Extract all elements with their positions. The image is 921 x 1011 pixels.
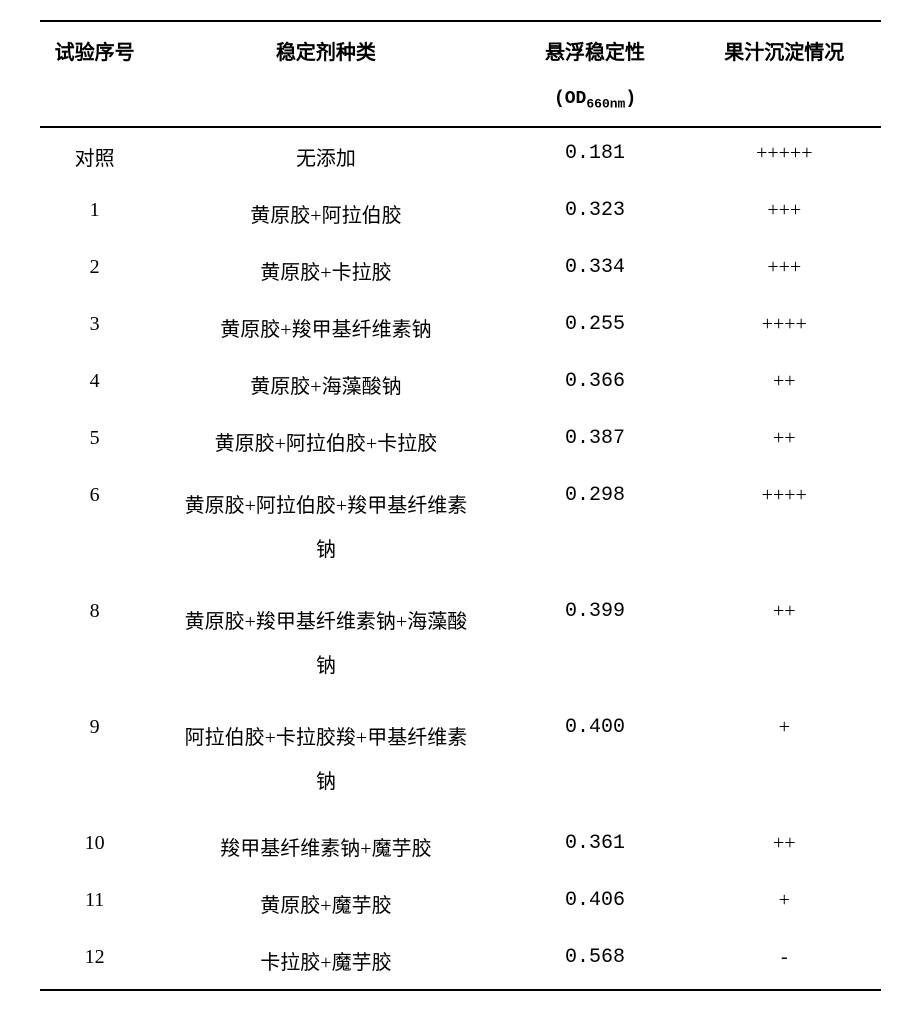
table-row: 11黄原胶+魔芋胶0.406+ (40, 875, 881, 932)
cell-trial-id: 对照 (40, 127, 149, 185)
cell-sediment: - (688, 932, 881, 990)
type-line-2: 钠 (316, 539, 336, 561)
cell-trial-id: 6 (40, 470, 149, 586)
cell-trial-id: 9 (40, 702, 149, 818)
cell-stabilizer-type: 阿拉伯胶+卡拉胶羧+甲基纤维素钠 (149, 702, 502, 818)
table-row: 4黄原胶+海藻酸钠0.366++ (40, 356, 881, 413)
cell-stability: 0.400 (503, 702, 688, 818)
cell-sediment: ++ (688, 356, 881, 413)
cell-stability: 0.298 (503, 470, 688, 586)
cell-stabilizer-type: 黄原胶+魔芋胶 (149, 875, 502, 932)
cell-stability: 0.406 (503, 875, 688, 932)
cell-stabilizer-type: 黄原胶+羧甲基纤维素钠+海藻酸钠 (149, 586, 502, 702)
cell-trial-id: 5 (40, 413, 149, 470)
cell-sediment: +++ (688, 185, 881, 242)
header-row: 试验序号 稳定剂种类 悬浮稳定性 (OD660nm) 果汁沉淀情况 (40, 21, 881, 127)
header-trial-id: 试验序号 (40, 21, 149, 127)
cell-trial-id: 10 (40, 818, 149, 875)
table-row: 10羧甲基纤维素钠+魔芋胶0.361++ (40, 818, 881, 875)
type-line-2: 钠 (316, 655, 336, 677)
table-row: 2黄原胶+卡拉胶0.334+++ (40, 242, 881, 299)
cell-trial-id: 11 (40, 875, 149, 932)
cell-stabilizer-type: 黄原胶+羧甲基纤维素钠 (149, 299, 502, 356)
cell-stabilizer-type: 卡拉胶+魔芋胶 (149, 932, 502, 990)
cell-stability: 0.387 (503, 413, 688, 470)
type-line-1: 阿拉伯胶+卡拉胶羧+甲基纤维素 (185, 727, 468, 749)
cell-sediment: + (688, 702, 881, 818)
unit-subscript: 660nm (586, 97, 625, 112)
cell-stabilizer-type: 黄原胶+卡拉胶 (149, 242, 502, 299)
type-line-1: 黄原胶+阿拉伯胶+羧甲基纤维素 (185, 495, 468, 517)
cell-stabilizer-type: 羧甲基纤维素钠+魔芋胶 (149, 818, 502, 875)
cell-stability: 0.399 (503, 586, 688, 702)
table-row: 5黄原胶+阿拉伯胶+卡拉胶0.387++ (40, 413, 881, 470)
cell-trial-id: 4 (40, 356, 149, 413)
cell-trial-id: 8 (40, 586, 149, 702)
cell-trial-id: 3 (40, 299, 149, 356)
header-stability-unit: (OD660nm) (511, 89, 680, 112)
unit-prefix: (OD (554, 89, 586, 109)
cell-sediment: +++++ (688, 127, 881, 185)
cell-sediment: ++++ (688, 299, 881, 356)
cell-trial-id: 1 (40, 185, 149, 242)
table-row: 6黄原胶+阿拉伯胶+羧甲基纤维素钠0.298++++ (40, 470, 881, 586)
cell-sediment: +++ (688, 242, 881, 299)
table-row: 对照无添加0.181+++++ (40, 127, 881, 185)
cell-stabilizer-type: 无添加 (149, 127, 502, 185)
cell-stability: 0.255 (503, 299, 688, 356)
table-row: 1黄原胶+阿拉伯胶0.323+++ (40, 185, 881, 242)
table-row: 9阿拉伯胶+卡拉胶羧+甲基纤维素钠0.400+ (40, 702, 881, 818)
table-row: 8黄原胶+羧甲基纤维素钠+海藻酸钠0.399++ (40, 586, 881, 702)
cell-trial-id: 12 (40, 932, 149, 990)
unit-suffix: ) (625, 89, 636, 109)
cell-stability: 0.334 (503, 242, 688, 299)
type-line-1: 黄原胶+羧甲基纤维素钠+海藻酸 (185, 611, 468, 633)
cell-sediment: ++ (688, 586, 881, 702)
cell-stabilizer-type: 黄原胶+阿拉伯胶+羧甲基纤维素钠 (149, 470, 502, 586)
cell-stability: 0.323 (503, 185, 688, 242)
type-line-2: 钠 (316, 771, 336, 793)
cell-stabilizer-type: 黄原胶+海藻酸钠 (149, 356, 502, 413)
cell-stability: 0.366 (503, 356, 688, 413)
table-header: 试验序号 稳定剂种类 悬浮稳定性 (OD660nm) 果汁沉淀情况 (40, 21, 881, 127)
header-stabilizer-type: 稳定剂种类 (149, 21, 502, 127)
cell-stability: 0.361 (503, 818, 688, 875)
table-row: 12卡拉胶+魔芋胶0.568- (40, 932, 881, 990)
cell-sediment: + (688, 875, 881, 932)
cell-sediment: ++++ (688, 470, 881, 586)
cell-stability: 0.181 (503, 127, 688, 185)
cell-stability: 0.568 (503, 932, 688, 990)
table-body: 对照无添加0.181+++++1黄原胶+阿拉伯胶0.323+++2黄原胶+卡拉胶… (40, 127, 881, 990)
stabilizer-experiment-table: 试验序号 稳定剂种类 悬浮稳定性 (OD660nm) 果汁沉淀情况 对照无添加0… (40, 20, 881, 991)
cell-stabilizer-type: 黄原胶+阿拉伯胶+卡拉胶 (149, 413, 502, 470)
table-row: 3黄原胶+羧甲基纤维素钠0.255++++ (40, 299, 881, 356)
cell-trial-id: 2 (40, 242, 149, 299)
cell-stabilizer-type: 黄原胶+阿拉伯胶 (149, 185, 502, 242)
cell-sediment: ++ (688, 818, 881, 875)
header-sediment: 果汁沉淀情况 (688, 21, 881, 127)
header-stability-label: 悬浮稳定性 (545, 42, 645, 64)
cell-sediment: ++ (688, 413, 881, 470)
header-stability: 悬浮稳定性 (OD660nm) (503, 21, 688, 127)
